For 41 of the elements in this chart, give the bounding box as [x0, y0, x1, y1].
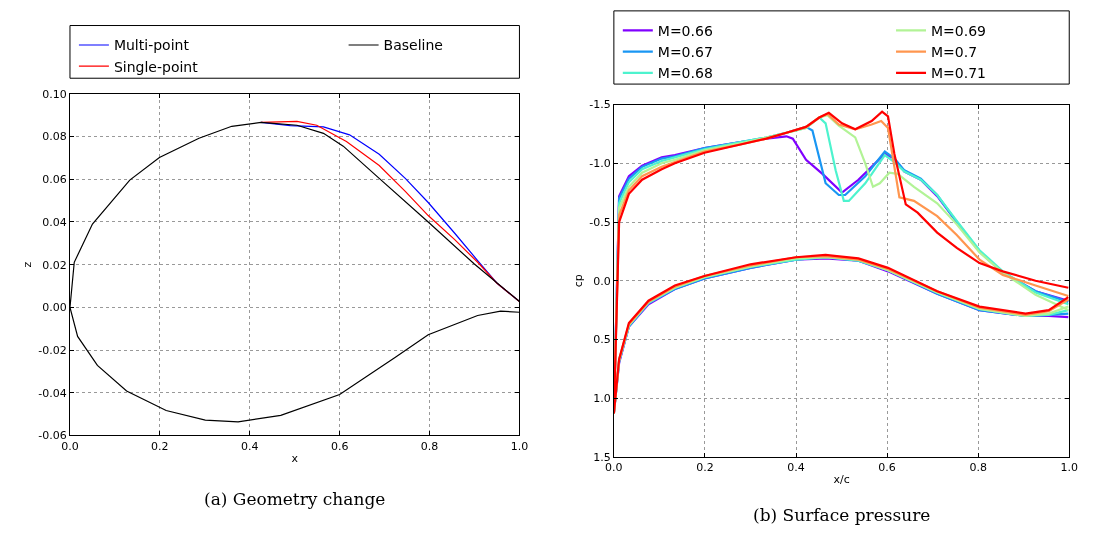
- x-tick-label: 1.0: [1060, 461, 1078, 475]
- y-tick-label: 0.02: [42, 258, 67, 272]
- y-tick-label: -0.5: [589, 215, 611, 229]
- y-tick-label: -0.02: [38, 343, 67, 357]
- y-tick-label: 1.0: [593, 392, 611, 406]
- x-axis-title: x: [291, 451, 299, 465]
- legend-label: M=0.71: [931, 65, 987, 82]
- x-tick-label: 0.8: [420, 439, 439, 453]
- legend-label: M=0.66: [657, 22, 713, 39]
- x-tick-label: 0.2: [696, 461, 714, 475]
- x-tick-label: 1.0: [510, 439, 529, 453]
- text: (a) Geometry change: [204, 489, 386, 509]
- y-tick-label: 1.5: [593, 450, 611, 464]
- x-tick-label: 0.6: [330, 439, 349, 453]
- y-axis-title: cp: [571, 274, 585, 288]
- y-tick-label: 0.06: [42, 173, 67, 187]
- y-tick-label: 0.04: [42, 215, 67, 229]
- x-tick-label: 0.0: [605, 461, 623, 475]
- legend-label: M=0.67: [657, 44, 713, 61]
- x-tick-label: 0.6: [878, 461, 896, 475]
- y-tick-label: 0.0: [593, 274, 611, 288]
- y-tick-label: 0.00: [42, 301, 67, 315]
- y-tick-label: 0.08: [42, 130, 67, 144]
- text: (b) Surface pressure: [753, 505, 931, 525]
- y-tick-label: 0.5: [593, 333, 611, 347]
- legend-label: M=0.68: [657, 65, 713, 82]
- x-tick-label: 0.4: [241, 439, 259, 453]
- y-axis-title: z: [20, 261, 34, 268]
- legend-label: M=0.7: [931, 44, 978, 61]
- legend-label: M=0.69: [931, 22, 987, 39]
- y-tick-label: -0.04: [38, 386, 67, 400]
- y-tick-label: -1.0: [589, 157, 611, 171]
- x-axis-title: x/c: [833, 473, 850, 487]
- y-tick-label: -1.5: [589, 98, 611, 112]
- legend-label: Baseline: [383, 37, 443, 54]
- x-tick-label: 0.4: [787, 461, 805, 475]
- legend-label: Multi-point: [113, 37, 190, 54]
- x-tick-label: 0.8: [969, 461, 987, 475]
- x-tick-label: 0.2: [151, 439, 169, 453]
- y-tick-label: 0.10: [42, 87, 67, 101]
- legend-label: Single-point: [113, 58, 199, 75]
